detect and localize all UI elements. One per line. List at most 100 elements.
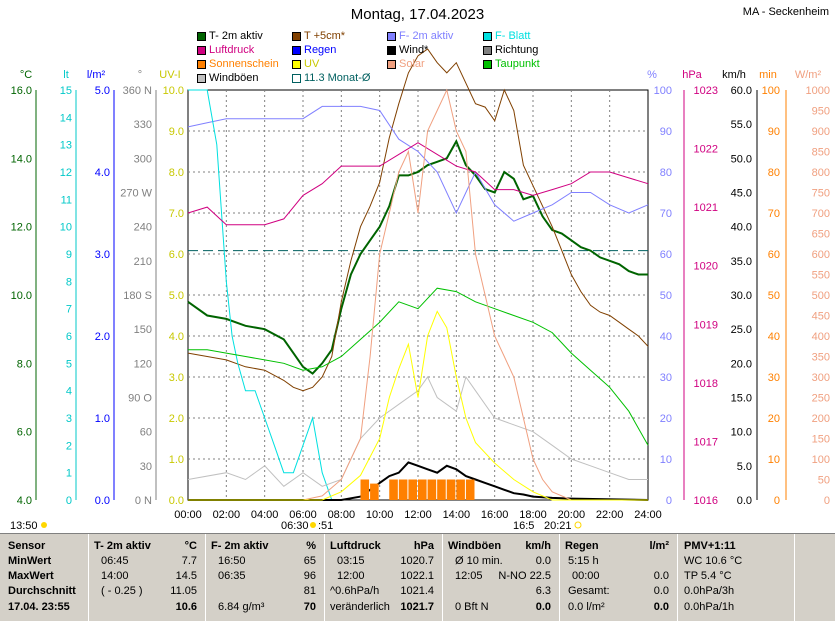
leaf-tick: 6 xyxy=(66,331,72,343)
summary-value: 1022.1 xyxy=(400,570,434,582)
leaf-tick: 14 xyxy=(60,112,72,124)
series-taupunkt xyxy=(188,287,649,446)
sunset-icon xyxy=(574,521,582,529)
press-tick: 1022 xyxy=(694,144,718,156)
dir-tick: 300 xyxy=(134,153,152,165)
solar-tick: 650 xyxy=(812,229,830,241)
wind-tick: 15.0 xyxy=(731,393,752,405)
leaf-tick: 13 xyxy=(60,140,72,152)
wind-tick: 10.0 xyxy=(731,427,752,439)
axis-unit: km/h xyxy=(722,69,746,81)
legend-item: Luftdruck xyxy=(197,44,254,56)
sun-extra-time: :51 xyxy=(318,520,333,532)
legend-label: F- 2m aktiv xyxy=(399,30,454,42)
uv-tick: 4.0 xyxy=(169,331,184,343)
min-tick: 0 xyxy=(774,495,780,507)
hour-tick: 12:00 xyxy=(404,509,432,521)
summary-value: 0.0 xyxy=(653,570,669,582)
press-tick: 1021 xyxy=(694,202,718,214)
legend-label: UV xyxy=(304,58,320,70)
wind-tick: 40.0 xyxy=(731,222,752,234)
series-luftdruck xyxy=(187,142,649,226)
legend-item: F- Blatt xyxy=(483,30,530,42)
leaf-tick: 4 xyxy=(66,386,72,398)
min-tick: 50 xyxy=(768,290,780,302)
min-tick: 30 xyxy=(768,372,780,384)
sunshine-bar xyxy=(446,479,456,500)
legend-swatch xyxy=(387,59,396,69)
solar-tick: 550 xyxy=(812,270,830,282)
summary-unit: l/m² xyxy=(649,540,669,552)
summary-value: 6.3 xyxy=(535,585,551,597)
uv-tick: 8.0 xyxy=(169,167,184,179)
dir-tick: 150 xyxy=(134,324,152,336)
summary-time: 12:05 xyxy=(455,570,483,582)
chart-title: Montag, 17.04.2023 xyxy=(350,6,485,23)
temp-tick: 4.0 xyxy=(17,495,32,507)
summary-time: 06:35 xyxy=(218,570,246,582)
hum-tick: 70 xyxy=(660,208,672,220)
moon-icon xyxy=(41,522,47,528)
summary-time: ( - 0.25 ) xyxy=(101,585,143,597)
summary-value: 65 xyxy=(303,555,316,567)
dir-tick: 180 S xyxy=(123,290,152,302)
hour-tick: 24:00 xyxy=(634,509,662,521)
summary-value: 0.0hPa/3h xyxy=(684,585,735,597)
wind-tick: 0.0 xyxy=(737,495,752,507)
solar-tick: 750 xyxy=(812,188,830,200)
solar-tick: 200 xyxy=(812,413,830,425)
legend-label: Luftdruck xyxy=(209,44,255,56)
summary-time: 0 Bft N xyxy=(455,601,489,613)
leaf-tick: 12 xyxy=(60,167,72,179)
leaf-tick: 15 xyxy=(60,85,72,97)
solar-tick: 500 xyxy=(812,290,830,302)
legend-item: 11.3 Monat-Ø xyxy=(292,72,370,84)
summary-value: 1020.7 xyxy=(400,555,434,567)
summary-value: WC 10.6 °C xyxy=(684,555,743,567)
leaf-tick: 9 xyxy=(66,249,72,261)
summary-time: 00:00 xyxy=(572,570,600,582)
rain-tick: 5.0 xyxy=(95,85,110,97)
summary-value: 96 xyxy=(303,570,316,582)
legend-label: T +5cm* xyxy=(304,30,346,42)
axis-unit: °C xyxy=(20,69,32,81)
legend-swatch xyxy=(197,31,206,41)
station-name: MA - Seckenheim xyxy=(742,6,829,18)
legend-item: Solar xyxy=(387,58,425,70)
solar-tick: 600 xyxy=(812,249,830,261)
sunshine-bar xyxy=(418,479,427,500)
axis-unit: % xyxy=(647,69,657,81)
solar-tick: 800 xyxy=(812,167,830,179)
legend-label: Taupunkt xyxy=(495,58,540,70)
leaf-tick: 3 xyxy=(66,413,72,425)
rain-tick: 3.0 xyxy=(95,249,110,261)
series-uv xyxy=(188,310,648,501)
series-t-2m-aktiv xyxy=(187,138,648,375)
press-tick: 1023 xyxy=(694,85,718,97)
hour-tick: 20:00 xyxy=(558,509,586,521)
legend-label: Sonnenschein xyxy=(209,58,279,70)
rain-tick: 1.0 xyxy=(95,413,110,425)
sunrise-time: 06:30 xyxy=(281,520,309,532)
rain-tick: 0.0 xyxy=(95,495,110,507)
legend-swatch xyxy=(197,73,206,83)
wind-tick: 55.0 xyxy=(731,119,752,131)
temp-tick: 10.0 xyxy=(11,290,32,302)
uv-tick: 7.0 xyxy=(169,208,184,220)
summary-value: 0.0hPa/1h xyxy=(684,601,735,613)
summary-current: 1021.7 xyxy=(400,601,434,613)
hour-tick: 02:00 xyxy=(213,509,241,521)
legend-swatch xyxy=(292,45,301,55)
dir-tick: 90 O xyxy=(128,393,152,405)
summary-current: 10.6 xyxy=(175,601,197,613)
summary-value: 0.0 xyxy=(653,585,669,597)
summary-label: 17.04. 23:55 xyxy=(8,601,70,613)
summary-value: TP 5.4 °C xyxy=(684,570,732,582)
uv-tick: 6.0 xyxy=(169,249,184,261)
hour-tick: 16:00 xyxy=(481,509,509,521)
summary-col-wind: Windböen km/h Ø 10 min. 0.0 12:05 N-NO 2… xyxy=(443,534,560,621)
temp-tick: 12.0 xyxy=(11,222,32,234)
legend-item: Richtung xyxy=(483,44,538,56)
min-tick: 70 xyxy=(768,208,780,220)
sunshine-bar xyxy=(360,479,370,500)
